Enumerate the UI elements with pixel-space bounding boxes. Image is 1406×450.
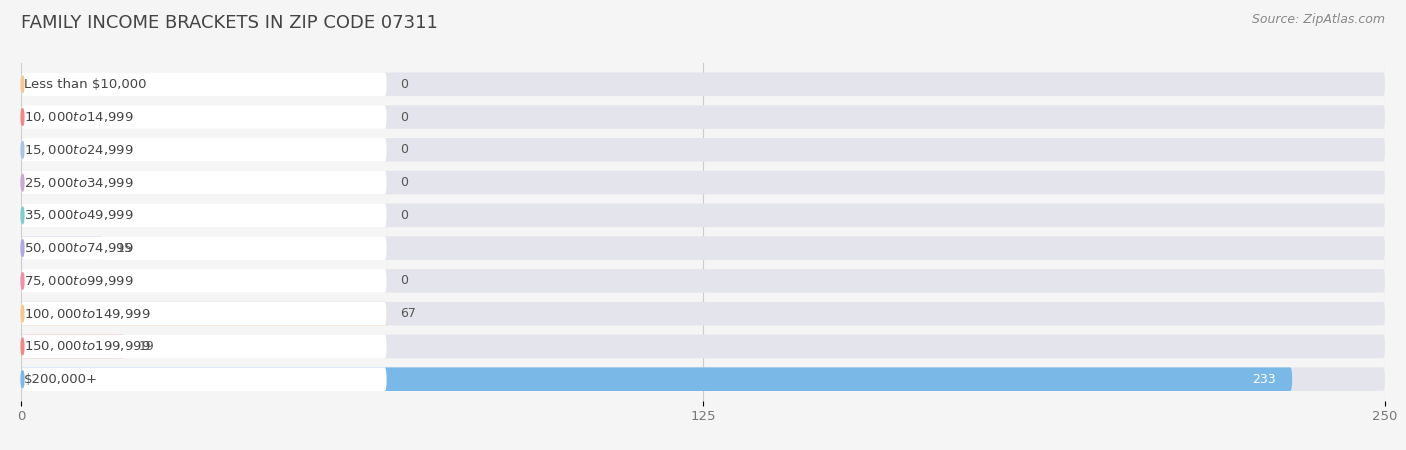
FancyBboxPatch shape [21,138,1385,162]
FancyBboxPatch shape [21,302,387,325]
FancyBboxPatch shape [21,236,103,260]
Circle shape [21,108,24,126]
FancyBboxPatch shape [21,171,1385,194]
FancyBboxPatch shape [21,335,125,358]
Circle shape [21,305,24,322]
Text: $25,000 to $34,999: $25,000 to $34,999 [24,176,134,189]
Text: 19: 19 [138,340,155,353]
FancyBboxPatch shape [21,138,387,162]
FancyBboxPatch shape [21,72,1385,96]
FancyBboxPatch shape [21,269,1385,292]
Text: $200,000+: $200,000+ [24,373,98,386]
Text: 0: 0 [401,176,408,189]
Text: Source: ZipAtlas.com: Source: ZipAtlas.com [1251,14,1385,27]
FancyBboxPatch shape [21,105,1385,129]
FancyBboxPatch shape [21,203,387,227]
Circle shape [21,174,24,191]
FancyBboxPatch shape [21,236,387,260]
FancyBboxPatch shape [21,302,387,325]
Circle shape [21,240,24,256]
FancyBboxPatch shape [21,236,1385,260]
FancyBboxPatch shape [21,367,1292,391]
FancyBboxPatch shape [21,203,1385,227]
Circle shape [21,338,24,355]
FancyBboxPatch shape [21,171,387,194]
FancyBboxPatch shape [21,302,1385,325]
Text: 233: 233 [1253,373,1275,386]
Text: $15,000 to $24,999: $15,000 to $24,999 [24,143,134,157]
Text: $50,000 to $74,999: $50,000 to $74,999 [24,241,134,255]
Circle shape [21,371,24,387]
FancyBboxPatch shape [21,269,387,292]
FancyBboxPatch shape [21,72,387,96]
Circle shape [21,207,24,224]
Text: FAMILY INCOME BRACKETS IN ZIP CODE 07311: FAMILY INCOME BRACKETS IN ZIP CODE 07311 [21,14,437,32]
Circle shape [21,76,24,93]
FancyBboxPatch shape [21,367,387,391]
Text: $100,000 to $149,999: $100,000 to $149,999 [24,306,150,321]
Text: $35,000 to $49,999: $35,000 to $49,999 [24,208,134,222]
FancyBboxPatch shape [21,105,387,129]
Text: 67: 67 [401,307,416,320]
FancyBboxPatch shape [21,335,1385,358]
Text: $10,000 to $14,999: $10,000 to $14,999 [24,110,134,124]
Circle shape [21,141,24,158]
FancyBboxPatch shape [21,367,1385,391]
Text: 0: 0 [401,111,408,124]
Text: 0: 0 [401,78,408,91]
Text: $75,000 to $99,999: $75,000 to $99,999 [24,274,134,288]
Text: 15: 15 [117,242,132,255]
Text: $150,000 to $199,999: $150,000 to $199,999 [24,339,150,353]
FancyBboxPatch shape [21,335,387,358]
Text: 0: 0 [401,144,408,156]
Text: 0: 0 [401,209,408,222]
Circle shape [21,273,24,289]
Text: Less than $10,000: Less than $10,000 [24,78,146,91]
Text: 0: 0 [401,274,408,288]
